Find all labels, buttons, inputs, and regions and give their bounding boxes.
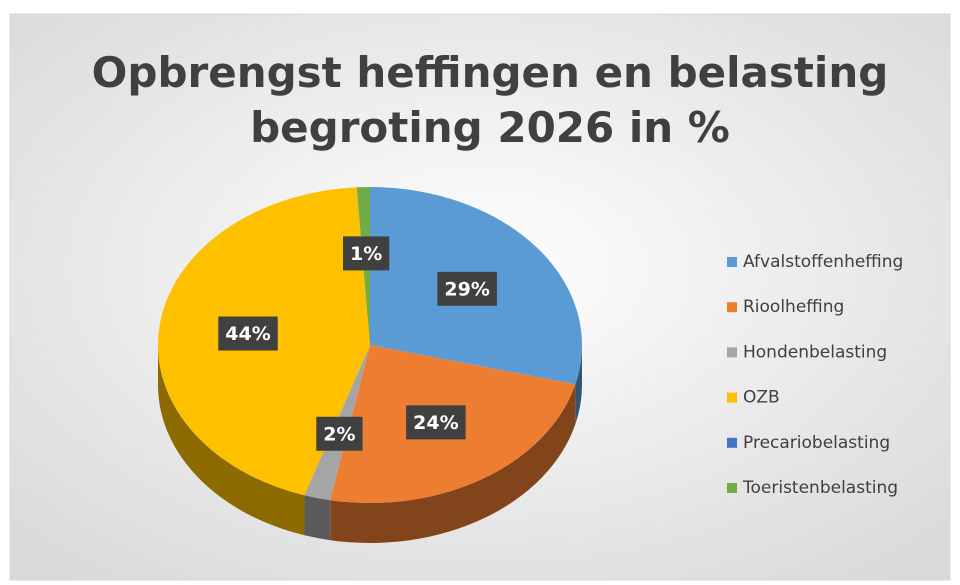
pie-side xyxy=(330,384,576,543)
legend-label: Toeristenbelasting xyxy=(742,478,898,498)
data-label-box xyxy=(343,236,390,271)
data-label: 44% xyxy=(225,323,270,345)
data-label-box xyxy=(218,316,278,351)
data-label: 29% xyxy=(444,278,489,300)
legend-swatch xyxy=(727,437,737,448)
data-label-box xyxy=(406,405,466,440)
legend-label: Afvalstoffenheffing xyxy=(743,252,903,272)
pie-side xyxy=(575,345,582,425)
data-label: 1% xyxy=(350,243,382,265)
legend-label: OZB xyxy=(743,388,780,408)
legend-label: Hondenbelasting xyxy=(743,342,887,362)
legend-swatch xyxy=(727,302,737,313)
data-label: 2% xyxy=(323,423,355,445)
legend-swatch xyxy=(727,257,737,267)
legend-swatch xyxy=(727,347,737,358)
chart-title: Opbrengst heffingen en belasting begrotin… xyxy=(92,48,889,152)
pie-side xyxy=(158,345,305,536)
legend-label: Rioolheffing xyxy=(743,297,844,317)
data-label: 24% xyxy=(413,412,458,434)
data-label-box xyxy=(316,416,363,451)
legend-swatch xyxy=(727,392,737,403)
pie-side xyxy=(304,495,331,541)
data-label-box xyxy=(437,271,497,306)
legend-swatch xyxy=(727,483,737,493)
legend-label: Precariobelasting xyxy=(743,433,890,453)
pie-sides xyxy=(158,345,582,543)
